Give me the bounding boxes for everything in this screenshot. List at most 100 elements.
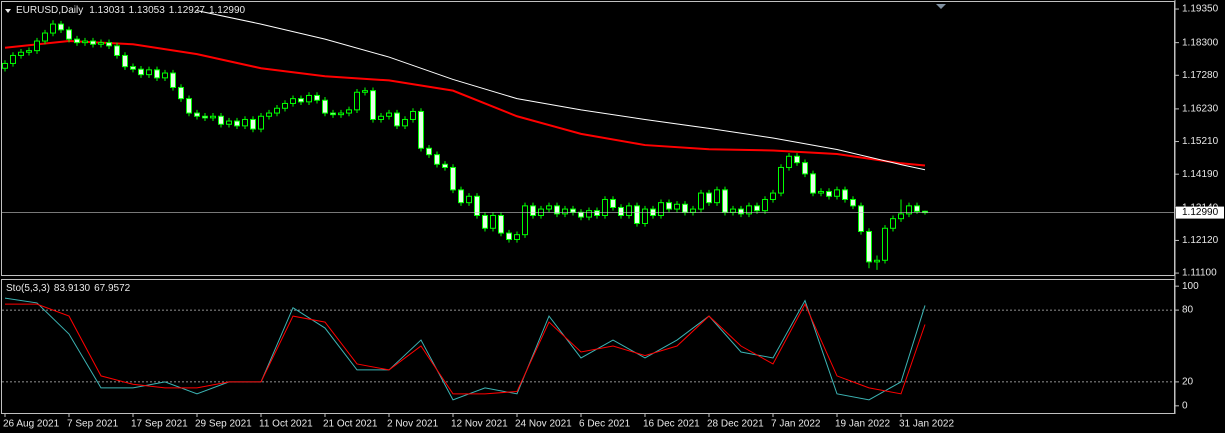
candle-body: [362, 90, 368, 93]
symbol-title: EURUSD,Daily: [16, 5, 83, 16]
y-tick-label: 0: [1182, 400, 1188, 411]
candle-body: [386, 112, 392, 117]
candle-body: [130, 66, 136, 70]
candle-body: [866, 230, 872, 263]
candle-body: [442, 163, 448, 168]
candle-body: [578, 211, 584, 218]
y-tick-label: 1.17280: [1182, 70, 1219, 81]
candle-body: [186, 98, 192, 114]
y-tick-label: 1.18300: [1182, 37, 1219, 48]
candle-body: [594, 210, 600, 216]
candle-body: [218, 115, 224, 125]
x-tick-label: 17 Sep 2021: [131, 419, 188, 430]
candle-body: [770, 192, 776, 200]
candle-body: [690, 208, 696, 213]
candle-body: [66, 29, 72, 40]
candle-body: [474, 195, 480, 216]
candle-body: [722, 189, 728, 213]
x-tick-label: 26 Aug 2021: [3, 419, 60, 430]
candle-body: [202, 115, 208, 119]
y-tick-label: 100: [1182, 281, 1199, 292]
candle-body: [34, 40, 40, 52]
candle-body: [162, 72, 168, 79]
candle-body: [194, 112, 200, 117]
header-open: 1.13031: [89, 5, 126, 16]
candle-body: [530, 205, 536, 216]
candle-body: [434, 154, 440, 165]
candle-body: [338, 112, 344, 116]
candle-body: [786, 155, 792, 168]
y-tick-label: 1.15210: [1182, 136, 1219, 147]
y-tick-label: 1.11100: [1182, 268, 1217, 279]
candle-body: [18, 51, 24, 56]
candle-body: [514, 234, 520, 240]
candle-body: [674, 203, 680, 210]
candle-body: [826, 190, 832, 197]
candle-body: [394, 112, 400, 127]
candle-body: [610, 198, 616, 208]
candle-body: [810, 173, 816, 194]
x-tick-label: 19 Jan 2022: [835, 419, 890, 430]
y-tick-label: 20: [1182, 377, 1194, 388]
candle-body: [26, 50, 32, 53]
candle-body: [874, 259, 880, 263]
candle-body: [370, 90, 376, 120]
candle-body: [250, 118, 256, 130]
candle-body: [138, 68, 144, 76]
candle-body: [762, 198, 768, 212]
y-tick-label: 1.12120: [1182, 235, 1219, 246]
candle-body: [354, 91, 360, 111]
candle-body: [666, 202, 672, 210]
shift-marker: [936, 4, 946, 9]
candle-body: [282, 102, 288, 109]
candle-body: [658, 202, 664, 216]
candle-body: [554, 205, 560, 215]
candle-body: [682, 203, 688, 213]
indicator-title: Sto(5,3,3): [6, 283, 50, 294]
candle-body: [546, 205, 552, 210]
candle-body: [106, 42, 112, 47]
y-tick-label: 1.14190: [1182, 169, 1219, 180]
candle-body: [754, 205, 760, 212]
candle-body: [850, 198, 856, 207]
candle-body: [714, 189, 720, 204]
candle-body: [98, 42, 104, 45]
header-close: 1.12990: [209, 5, 246, 16]
candle-body: [90, 40, 96, 45]
candle-body: [402, 118, 408, 127]
candle-body: [2, 62, 8, 69]
candle-body: [562, 208, 568, 215]
candle-body: [602, 198, 608, 216]
candle-body: [746, 205, 752, 215]
candle-body: [114, 45, 120, 56]
menu-triangle: [5, 9, 11, 13]
candle-body: [898, 213, 904, 220]
y-tick-label: 1.16230: [1182, 104, 1219, 115]
candle-body: [298, 98, 304, 103]
candle-body: [890, 218, 896, 229]
candle-body: [522, 205, 528, 236]
candle-body: [698, 192, 704, 210]
candle-body: [226, 120, 232, 125]
candle-body: [570, 208, 576, 213]
moving-average: [4, 40, 926, 167]
candle-body: [498, 214, 504, 234]
x-tick-label: 28 Dec 2021: [707, 419, 764, 430]
header-main: 83.9130: [54, 283, 91, 294]
stochastic-line: [5, 302, 926, 395]
candle-body: [378, 115, 384, 120]
x-tick-label: 16 Dec 2021: [643, 419, 700, 430]
candle-body: [122, 54, 128, 68]
candle-body: [490, 214, 496, 229]
candle-body: [634, 205, 640, 224]
current-price-box: [1176, 206, 1224, 219]
candle-body: [730, 208, 736, 213]
candle-body: [906, 205, 912, 215]
x-tick-label: 6 Dec 2021: [579, 419, 631, 430]
x-tick-label: 24 Nov 2021: [515, 419, 572, 430]
x-tick-label: 29 Sep 2021: [195, 419, 252, 430]
candle-body: [330, 112, 336, 116]
